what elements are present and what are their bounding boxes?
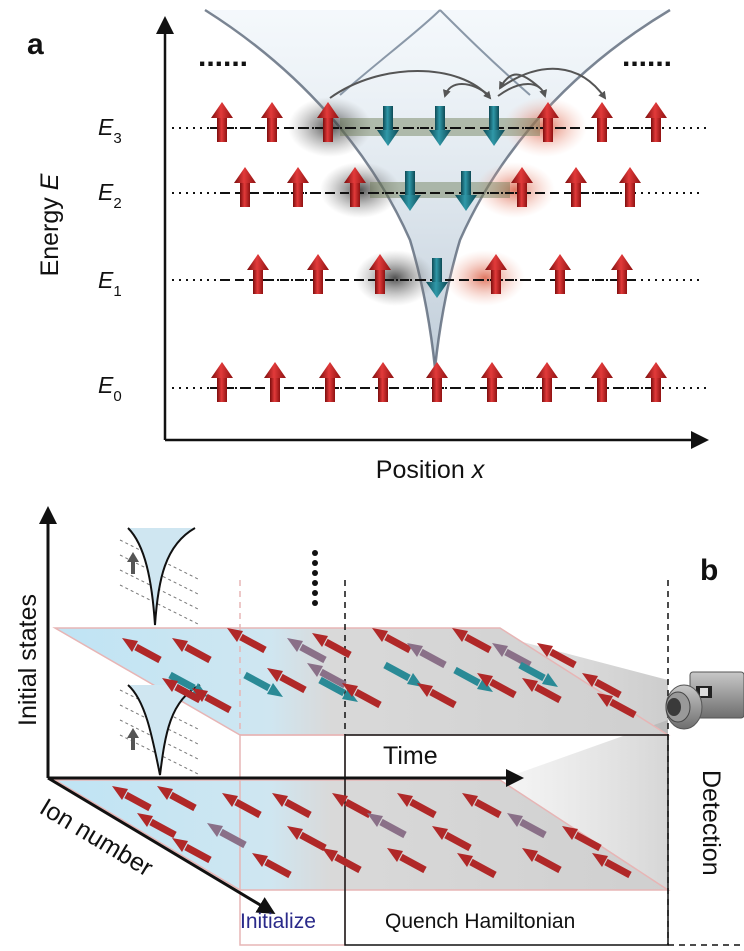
spin-up <box>307 254 329 294</box>
spin-up <box>611 254 633 294</box>
spin-row-e3 <box>211 102 667 146</box>
spin-up <box>319 362 341 402</box>
e0-subscript: 0 <box>113 388 121 405</box>
panel-b-label: b <box>700 554 718 587</box>
spin-up <box>247 254 269 294</box>
e0-symbol: E <box>98 372 114 398</box>
e2-subscript: 2 <box>113 195 121 212</box>
well-inset-lower <box>119 684 201 776</box>
position-axis-label-var: x <box>471 456 486 484</box>
spin-row-e1 <box>247 254 633 298</box>
spin-up <box>645 362 667 402</box>
time-label: Time <box>383 742 438 770</box>
adjacent-well-right <box>439 9 531 96</box>
spin-up <box>619 167 641 207</box>
e1-symbol: E <box>98 267 114 293</box>
quench-label: Quench Hamiltonian <box>385 910 575 933</box>
energy-axis-label: Energy E <box>36 173 64 276</box>
e2-symbol: E <box>98 179 114 205</box>
quench-region <box>344 734 669 946</box>
panel-b: b Initial states Time Ion number Detecti… <box>14 506 744 946</box>
spin-up <box>481 362 503 402</box>
ellipsis-vertical <box>312 550 318 606</box>
spin-up <box>591 362 613 402</box>
energy-axis-label-var: E <box>36 173 64 190</box>
level-label-e2: E2 <box>98 179 122 212</box>
spin-row-e0 <box>211 362 667 402</box>
position-axis-label: Position x <box>376 456 486 484</box>
e3-subscript: 3 <box>113 130 121 147</box>
ellipsis-top-left: ...... <box>198 40 248 73</box>
level-label-e0: E0 <box>98 372 122 405</box>
spin-up <box>565 167 587 207</box>
detection-label: Detection <box>697 770 725 876</box>
ion-number-axis <box>47 776 276 915</box>
well-inset-upper <box>119 527 201 626</box>
spin-up <box>536 362 558 402</box>
spin-up <box>645 102 667 142</box>
camera-icon <box>665 671 744 730</box>
e1-subscript: 1 <box>113 283 121 300</box>
spin-up <box>211 362 233 402</box>
energy-axis-label-text: Energy <box>36 190 64 276</box>
initial-states-label: Initial states <box>14 594 42 726</box>
level-label-e1: E1 <box>98 267 122 300</box>
spin-up <box>549 254 571 294</box>
spin-up <box>426 362 448 402</box>
initialize-label: Initialize <box>240 910 316 933</box>
panel-a-label: a <box>27 28 44 61</box>
ellipsis-top-right: ...... <box>622 40 672 73</box>
spin-up <box>264 362 286 402</box>
spin-up <box>591 102 613 142</box>
hopping-arrows <box>329 67 607 100</box>
spin-up <box>261 102 283 142</box>
position-axis-label-text: Position <box>376 456 472 484</box>
e3-symbol: E <box>98 114 114 140</box>
spin-up <box>211 102 233 142</box>
spin-up <box>372 362 394 402</box>
spin-up <box>287 167 309 207</box>
level-label-e3: E3 <box>98 114 122 147</box>
panel-a: a Energy E Position x <box>27 8 710 484</box>
spin-up <box>234 167 256 207</box>
